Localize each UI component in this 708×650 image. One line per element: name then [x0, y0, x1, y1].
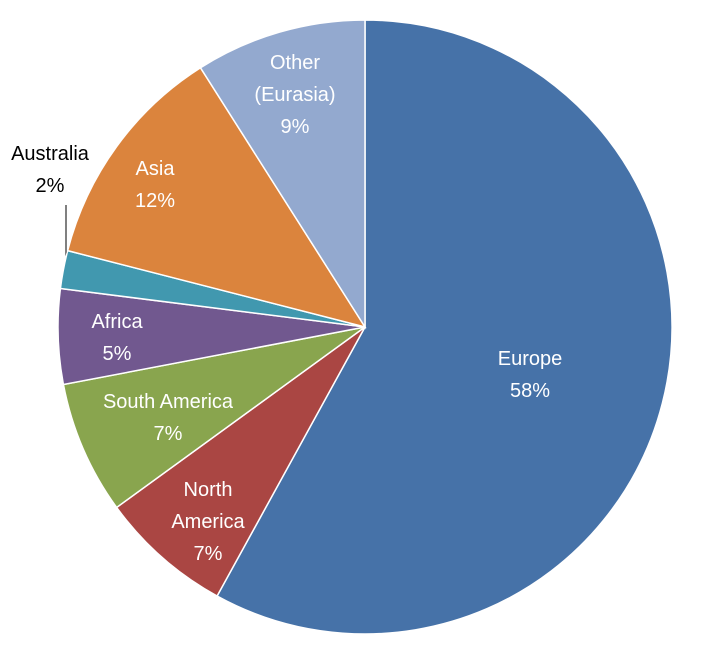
slice-label: Asia 12%: [95, 153, 215, 217]
pie-slice: [62, 326, 366, 509]
value-label: 9%: [280, 116, 310, 138]
category-label: Australia: [11, 143, 89, 165]
slice-label: South America 7%: [68, 386, 268, 450]
pie-slice: [216, 19, 673, 635]
slice-label: Australia 2%: [0, 138, 110, 202]
slice-label: North America 7%: [158, 474, 258, 570]
value-label: 5%: [102, 343, 132, 365]
value-label: 58%: [509, 380, 551, 402]
category-label: Europe: [497, 348, 563, 370]
category-label: Africa: [91, 311, 143, 333]
pie-slice: [115, 326, 366, 598]
value-label: 7%: [193, 543, 223, 565]
pie-slice: [66, 66, 367, 329]
value-label: 12%: [134, 190, 176, 212]
category-label: Asia: [135, 158, 175, 180]
slice-label: Africa 5%: [57, 306, 177, 370]
category-label: North America: [171, 479, 245, 533]
category-label: South America: [102, 391, 234, 413]
slice-label: Europe 58%: [470, 343, 590, 407]
slice-label: Other (Eurasia) 9%: [240, 47, 350, 143]
pie-slice: [199, 19, 366, 330]
category-label: Other (Eurasia): [254, 52, 336, 106]
value-label: 2%: [35, 175, 65, 197]
value-label: 7%: [153, 423, 183, 445]
